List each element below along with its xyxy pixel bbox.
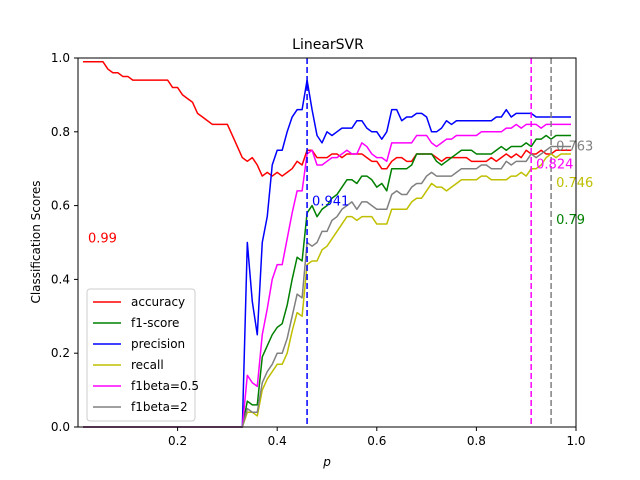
annotation-label: 0.79 — [556, 213, 585, 228]
annotations: 0.99 0.941 0.824 0.763 0.746 0.79 — [88, 139, 593, 246]
y-tick-label: 0.8 — [51, 125, 70, 139]
chart-title: LinearSVR — [292, 37, 364, 53]
x-tick-label: 1.0 — [566, 434, 585, 448]
x-axis-label: p — [322, 455, 331, 469]
x-tick-label: 0.2 — [168, 434, 187, 448]
legend-label-recall: recall — [131, 358, 164, 372]
annotation-label: 0.99 — [88, 232, 117, 247]
x-tick-label: 0.8 — [467, 434, 486, 448]
annotation-label: 0.763 — [556, 139, 593, 154]
annotation-label: 0.941 — [312, 195, 349, 210]
y-axis-ticks: 0.0 0.2 0.4 0.6 0.8 1.0 — [51, 51, 78, 434]
x-tick-label: 0.4 — [268, 434, 287, 448]
plot-frame — [77, 57, 577, 428]
y-tick-label: 0.2 — [51, 346, 70, 360]
legend-box — [86, 288, 196, 422]
legend: accuracy f1-score precision recall f1beta=0.… — [86, 288, 199, 422]
y-tick-label: 0.6 — [51, 199, 70, 213]
y-tick-label: 0.4 — [51, 272, 70, 286]
annotation-label: 0.824 — [536, 158, 573, 173]
x-axis-ticks: 0.2 0.4 0.6 0.8 1.0 — [168, 427, 586, 448]
legend-label-accuracy: accuracy — [131, 295, 185, 309]
series-line-accuracy — [82, 60, 572, 177]
legend-label-precision: precision — [131, 337, 185, 351]
x-tick-label: 0.6 — [367, 434, 386, 448]
threshold-lines — [306, 58, 552, 427]
legend-label-f1beta-0-5: f1beta=0.5 — [131, 379, 199, 393]
legend-label-f1beta-2: f1beta=2 — [131, 400, 188, 414]
y-tick-label: 1.0 — [51, 51, 70, 65]
legend-label-f1-score: f1-score — [131, 316, 179, 330]
y-axis-label: Classification Scores — [29, 180, 43, 303]
annotation-label: 0.746 — [556, 176, 593, 191]
y-tick-label: 0.0 — [51, 420, 70, 434]
